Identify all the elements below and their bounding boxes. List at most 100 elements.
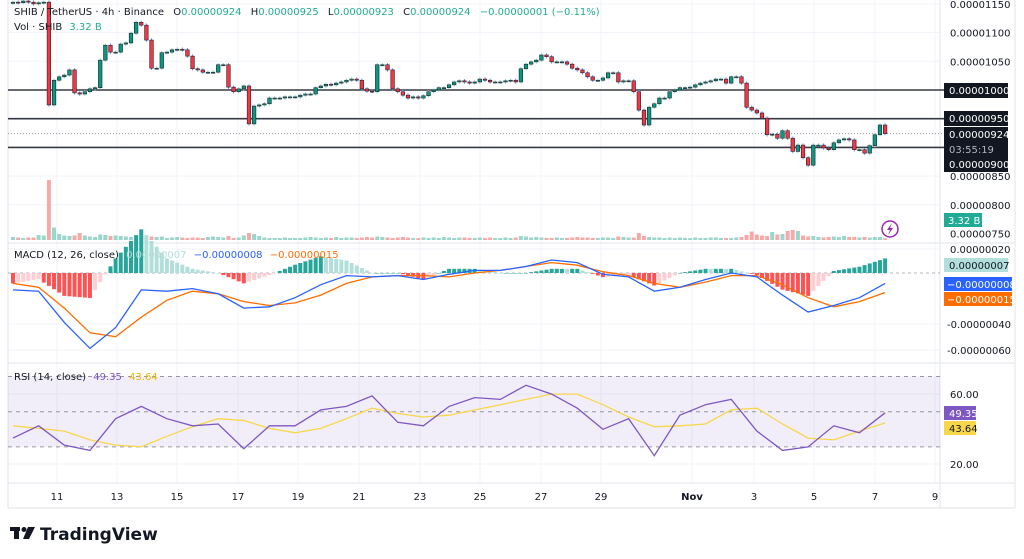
symbol-legend[interactable]: SHIB / TetherUS · 4h · Binance O0.000009…	[14, 7, 600, 18]
volume-bar	[262, 237, 267, 240]
macd-histogram-bar	[36, 273, 41, 280]
volume-bar	[98, 234, 103, 240]
volume-bar	[765, 236, 770, 240]
volume-bar	[842, 236, 847, 240]
candle-body	[677, 87, 682, 91]
level-badge	[944, 83, 1008, 98]
macd-histogram-bar	[703, 268, 708, 273]
candle-body	[698, 82, 703, 86]
candle-body	[349, 78, 354, 81]
macd-legend[interactable]: MACD (12, 26, close) 0.00000007 −0.00000…	[14, 250, 339, 261]
macd-histogram-bar	[734, 270, 739, 273]
candle-body	[688, 86, 693, 89]
candle-body	[405, 94, 411, 99]
candle-body	[575, 67, 580, 71]
volume-bar	[790, 230, 795, 240]
candle-body	[339, 81, 344, 84]
high-label: H	[251, 7, 259, 18]
volume-bar	[585, 237, 590, 240]
candle-body	[185, 49, 190, 57]
candle-body	[457, 80, 462, 83]
volume-legend[interactable]: Vol · SHIB 3.32 B	[14, 22, 102, 33]
macd-histogram-bar	[529, 272, 534, 273]
candle-body	[785, 130, 790, 139]
tradingview-logo[interactable]: TradingView	[10, 525, 158, 545]
candle-body	[811, 144, 816, 166]
volume-bar	[759, 235, 764, 240]
volume-bar	[62, 235, 67, 240]
volume-bar	[724, 238, 729, 240]
candle-body	[780, 130, 785, 139]
volume-bar	[836, 237, 841, 240]
volume-bar	[770, 232, 775, 240]
candle-body	[411, 96, 416, 99]
volume-bar	[226, 236, 231, 240]
candle-body	[210, 71, 216, 74]
macd-histogram-bar	[159, 252, 164, 273]
macd-histogram-bar	[508, 273, 513, 274]
macd-histogram-bar	[67, 273, 72, 297]
open-label: O	[173, 7, 181, 18]
volume-bar	[339, 238, 344, 240]
macd-histogram-bar	[862, 265, 867, 273]
candle-body	[46, 1, 52, 106]
price-axis[interactable]: 0.00001150 0.00001100 0.00001050 0.00000850…	[950, 0, 1010, 241]
volume-bar	[647, 237, 652, 240]
current-price-badge	[944, 127, 1008, 172]
volume-bar	[452, 238, 457, 240]
candle-body	[416, 96, 421, 99]
macd-axis[interactable]: 0.00000020 0.00000007 −0.00000008 −0.000…	[944, 245, 1016, 357]
macd-badge	[944, 277, 1012, 291]
time-axis[interactable]: 11 13 15 17 19 21 23 25 27 29 Nov 3 5 7 9	[51, 492, 939, 503]
candle-body	[636, 91, 641, 111]
open-value: 0.00000924	[181, 7, 241, 18]
macd-histogram-bar	[647, 273, 652, 284]
volume-bar	[205, 237, 210, 240]
macd-histogram-bar	[385, 273, 390, 274]
volume-bar	[426, 238, 431, 240]
volume-bar	[46, 180, 51, 240]
candle-body	[739, 76, 744, 84]
macd-histogram-bar	[780, 273, 785, 290]
candle-body	[318, 85, 323, 89]
candle-body	[508, 79, 513, 82]
volume-bar	[128, 237, 133, 240]
rsi-legend[interactable]: RSI (14, close) 49.35 43.64	[14, 372, 158, 383]
close-label: C	[403, 7, 410, 18]
level-1000-label: 0.00001000	[949, 86, 1009, 97]
macd-histogram-bar	[534, 271, 539, 273]
volume-bar	[821, 237, 826, 240]
candle-body	[149, 39, 154, 69]
macd-histogram-bar	[524, 273, 528, 274]
volume-bar	[293, 238, 298, 240]
candle-body	[436, 87, 441, 91]
date-tick: 21	[353, 492, 366, 503]
candle-body	[631, 80, 636, 93]
macd-histogram-bar	[441, 270, 446, 273]
candle-body	[395, 88, 400, 93]
candle-body	[364, 88, 370, 92]
lightning-icon[interactable]	[881, 220, 899, 238]
volume-bar	[518, 236, 523, 240]
candle-body	[293, 96, 298, 99]
volume-bar	[677, 237, 682, 240]
candle-body	[872, 134, 877, 146]
volume-bar	[441, 237, 446, 240]
macd-histogram-bar	[57, 273, 62, 293]
macd-histogram-bar	[683, 272, 688, 273]
volume-bar	[508, 238, 513, 240]
volume-badge-label: 3.32 B	[948, 216, 980, 227]
macd-histogram-bar	[436, 273, 441, 274]
candle-body	[718, 78, 724, 81]
macd-histogram-bar	[600, 273, 605, 278]
candle-body	[385, 64, 390, 71]
rsi-axis[interactable]: 60.00 49.35 43.64 20.00	[944, 390, 979, 471]
volume-bar	[652, 237, 657, 240]
level-950-label: 0.00000950	[949, 114, 1009, 125]
volume-bar	[580, 237, 585, 240]
volume-bar	[549, 238, 554, 240]
macd-histogram-bar	[867, 263, 872, 273]
macd-histogram-bar	[631, 273, 636, 278]
macd-histogram-bar	[267, 273, 272, 276]
